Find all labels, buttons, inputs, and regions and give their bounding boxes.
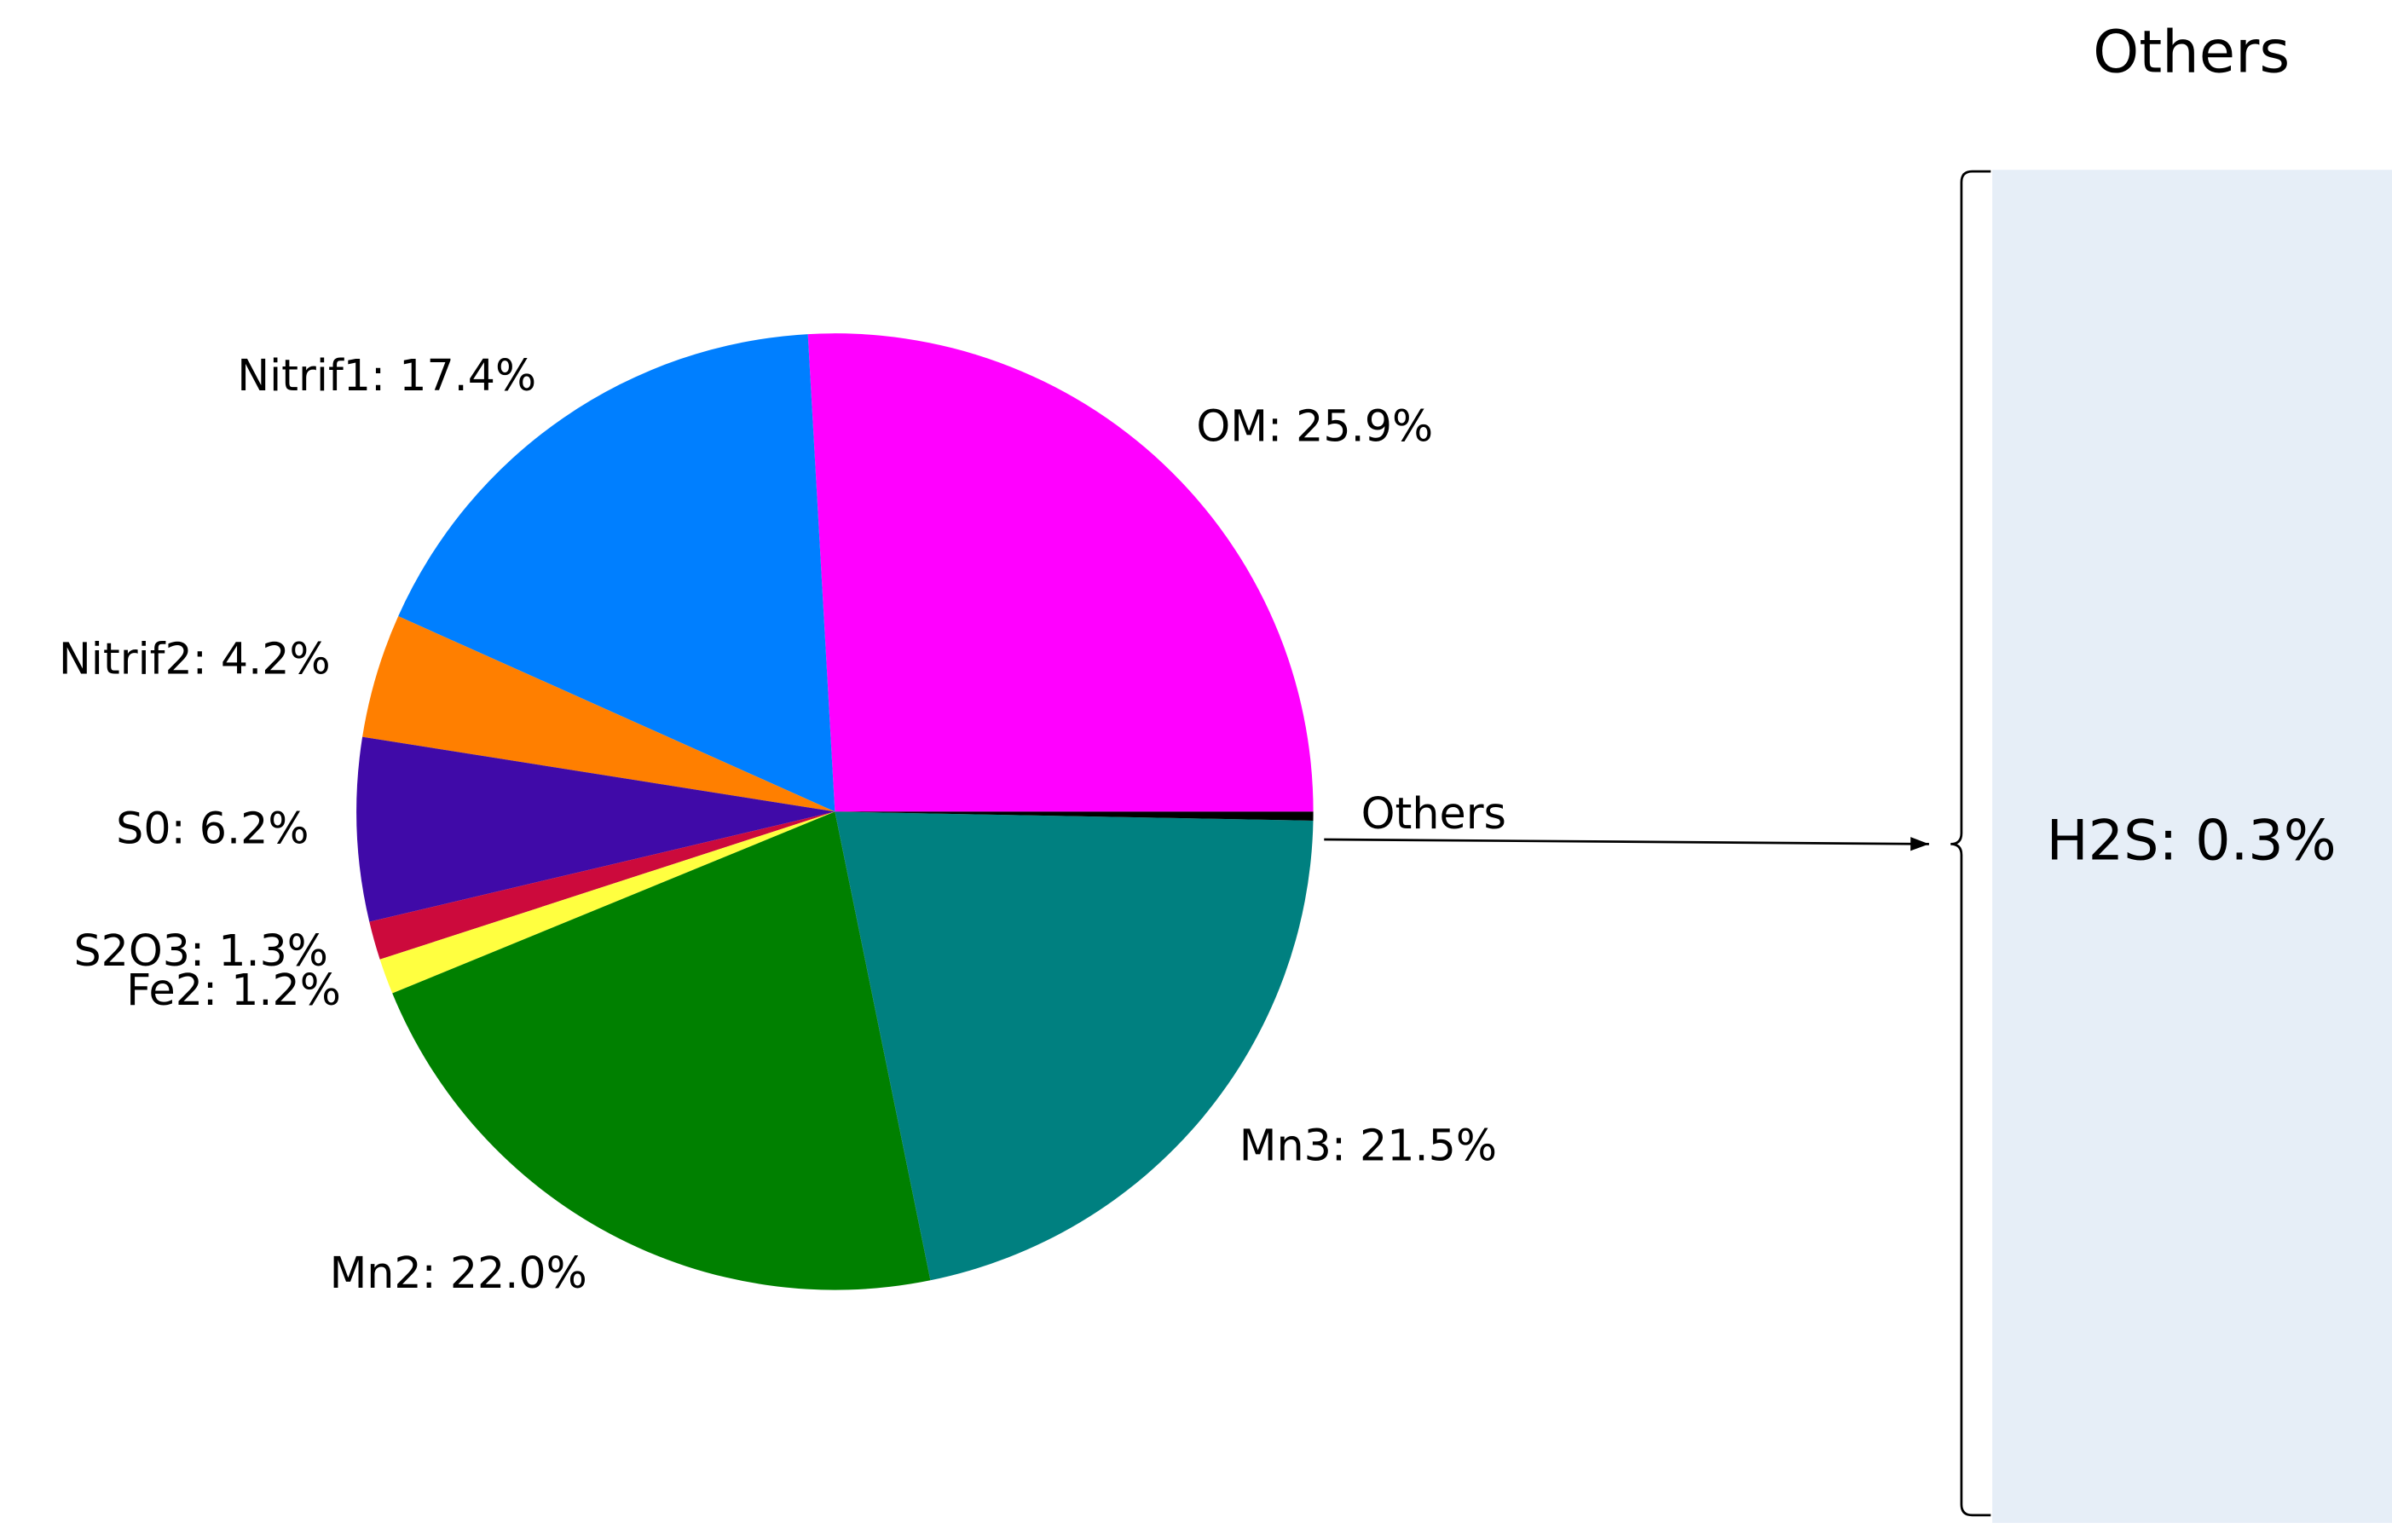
slice-label: Mn3: 21.5% [1239, 1120, 1497, 1170]
pie-slice [398, 334, 835, 812]
slice-label: Nitrif2: 4.2% [59, 633, 331, 683]
pie-slice [369, 811, 835, 960]
breakdown-label: H2S: 0.3% [2047, 809, 2337, 873]
connector-arrow [1324, 837, 1929, 851]
slice-label: OM: 25.9% [1196, 401, 1433, 452]
pie-slice [362, 616, 835, 812]
pie-slice [356, 736, 835, 922]
breakdown-title: Others [2093, 18, 2290, 86]
slice-label: S0: 6.2% [116, 804, 309, 854]
bracket [1950, 170, 1991, 1517]
breakdown-bar [1992, 170, 2392, 1523]
slice-label: Mn2: 22.0% [330, 1248, 587, 1298]
slice-label: Nitrif1: 17.4% [237, 350, 536, 401]
slice-label: Others [1361, 788, 1506, 839]
pie-slice [379, 811, 835, 994]
pie-slice [835, 811, 1314, 821]
pie-slice [835, 811, 1314, 1281]
slice-label: Fe2: 1.2% [126, 965, 341, 1015]
pie-slice [807, 333, 1314, 812]
slice-label: S2O3: 1.3% [74, 926, 328, 976]
pie-slice [392, 811, 931, 1290]
pie [356, 333, 1314, 1290]
